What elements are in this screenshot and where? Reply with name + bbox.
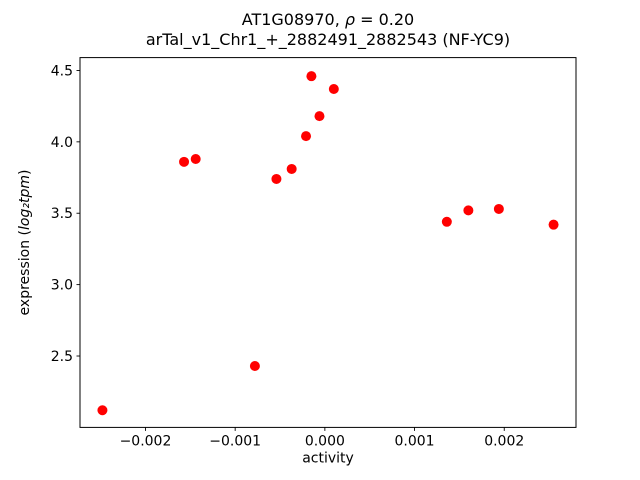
data-point	[441, 216, 452, 227]
x-tick-label: −0.002	[120, 433, 172, 449]
title-line-1: AT1G08970, ρ = 0.20	[80, 10, 576, 30]
x-tick-label: 0.001	[395, 433, 435, 449]
y-tick-label: 3.0	[51, 278, 73, 294]
data-point	[249, 361, 260, 372]
x-tick-label: −0.001	[209, 433, 261, 449]
y-tick-label: 2.5	[51, 349, 73, 365]
data-point	[493, 203, 504, 214]
data-point	[328, 84, 339, 95]
chart-title: AT1G08970, ρ = 0.20 arTal_v1_Chr1_+_2882…	[80, 10, 576, 50]
title-rho-symbol: ρ	[344, 10, 356, 29]
data-point	[463, 205, 474, 216]
data-point	[301, 131, 312, 142]
data-point	[548, 219, 559, 230]
axes-spines	[79, 57, 577, 428]
title-rho-value: = 0.20	[355, 10, 415, 29]
y-tick-label: 4.0	[51, 135, 73, 151]
y-tick-label: 3.5	[51, 206, 73, 222]
data-point	[271, 173, 282, 184]
title-gene-id: AT1G08970,	[241, 10, 345, 29]
y-tick-label: 4.5	[51, 63, 73, 79]
data-point	[306, 71, 317, 82]
title-line-2: arTal_v1_Chr1_+_2882491_2882543 (NF-YC9)	[145, 30, 511, 49]
y-axis-label: expression (log₂tpm)	[17, 170, 33, 316]
data-point	[190, 153, 201, 164]
data-point	[97, 405, 108, 416]
data-point	[286, 163, 297, 174]
data-point	[314, 111, 325, 122]
x-axis-label: activity	[302, 450, 354, 466]
x-tick-label: 0.002	[484, 433, 524, 449]
data-point	[179, 156, 190, 167]
x-tick-label: 0.000	[305, 433, 345, 449]
